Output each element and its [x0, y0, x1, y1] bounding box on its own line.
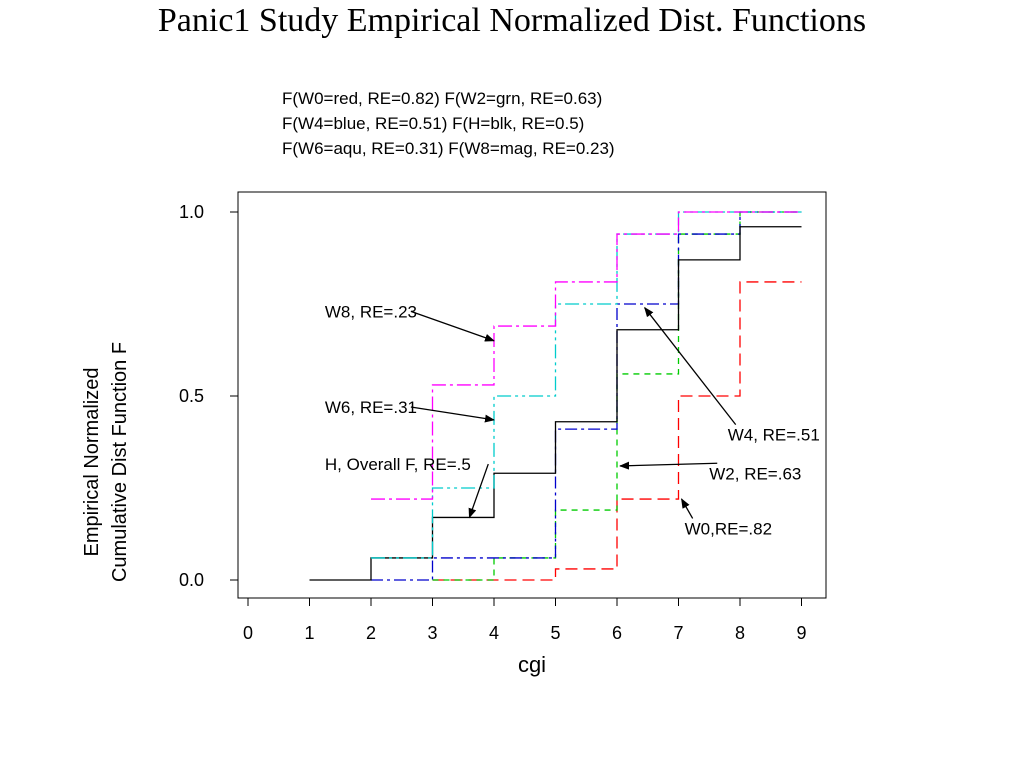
annotation-label: W8, RE=.23: [325, 302, 417, 321]
x-tick-label: 7: [673, 623, 683, 643]
annotation-label: W2, RE=.63: [709, 464, 801, 483]
annotation-label: H, Overall F, RE=.5: [325, 455, 471, 474]
annotation-layer: W8, RE=.23 W6, RE=.31 H, Overall F, RE=.5 W…: [325, 302, 820, 538]
x-tick-label: 6: [612, 623, 622, 643]
series-layer: [309, 211, 802, 581]
x-tick-label: 0: [243, 623, 253, 643]
series-h-line: [309, 226, 802, 581]
series-w8-line: [371, 211, 802, 500]
y-tick-label: 1.0: [179, 202, 204, 222]
annotation-arrow: [410, 406, 495, 423]
annotation-label: W0,RE=.82: [685, 519, 772, 538]
y-tick-label: 0.0: [179, 570, 204, 590]
annotation-label: W6, RE=.31: [325, 398, 417, 417]
x-axis-label: cgi: [518, 652, 546, 677]
page-title: Panic1 Study Empirical Normalized Dist. …: [157, 2, 867, 39]
series-w0-line: [432, 281, 802, 581]
x-tick-label: 4: [489, 623, 499, 643]
annotation-arrow: [619, 461, 718, 470]
subtitle-line: F(W4=blue, RE=0.51) F(H=blk, RE=0.5): [282, 114, 585, 133]
series-w2-line: [432, 211, 802, 581]
annotation-arrow: [410, 310, 495, 342]
x-tick-label: 5: [550, 623, 560, 643]
annotation-arrow: [681, 498, 694, 519]
axes: 0 1 2 3 4 5 6 7 8 9 0.0 0.5 1.0: [179, 202, 807, 643]
x-tick-label: 2: [366, 623, 376, 643]
y-axis-label-line: Cumulative Dist Function F: [109, 342, 131, 582]
y-tick-label: 0.5: [179, 386, 204, 406]
subtitle-line: F(W0=red, RE=0.82) F(W2=grn, RE=0.63): [282, 89, 603, 108]
chart-subtitle: F(W0=red, RE=0.82) F(W2=grn, RE=0.63) F(…: [282, 86, 615, 161]
annotation-arrow: [644, 306, 737, 426]
y-axis-label-line: Empirical Normalized: [81, 368, 103, 557]
x-tick-label: 8: [735, 623, 745, 643]
x-tick-label: 9: [796, 623, 806, 643]
subtitle-line: F(W6=aqu, RE=0.31) F(W8=mag, RE=0.23): [282, 139, 615, 158]
y-axis-label: Empirical Normalized Cumulative Dist Fun…: [81, 342, 131, 582]
annotation-arrow: [468, 463, 489, 519]
x-tick-label: 3: [427, 623, 437, 643]
x-tick-label: 1: [304, 623, 314, 643]
annotation-label: W4, RE=.51: [728, 426, 820, 445]
